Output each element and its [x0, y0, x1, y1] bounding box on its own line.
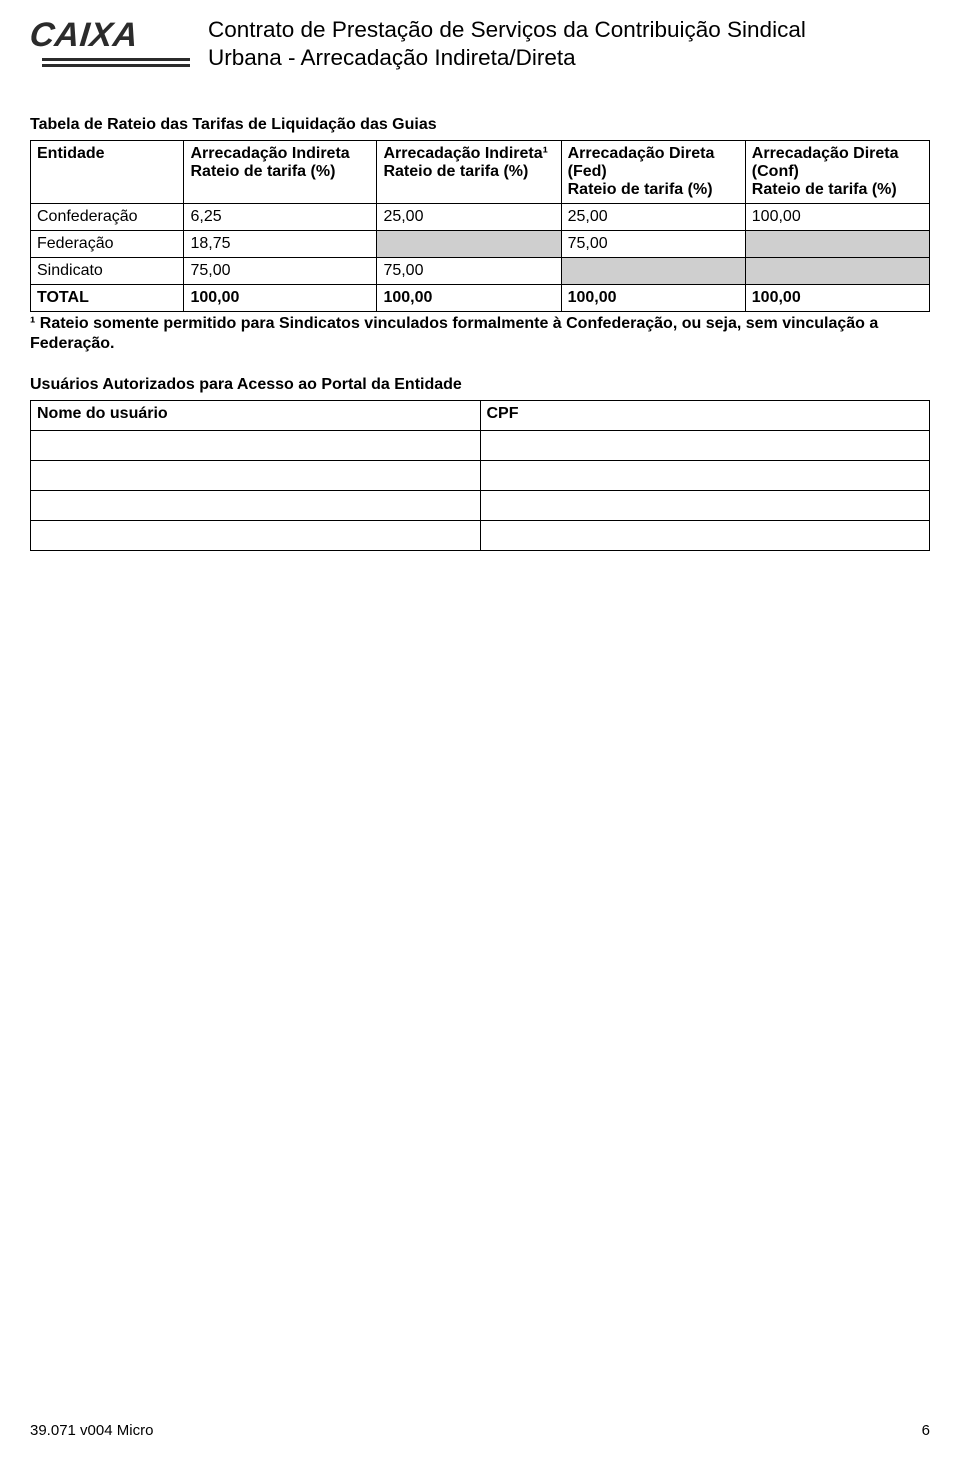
doc-title-line2: Urbana - Arrecadação Indireta/Direta	[208, 45, 576, 70]
table-cell: Federação	[31, 231, 184, 258]
table-cell: 100,00	[561, 285, 745, 312]
table-cell: 18,75	[184, 231, 377, 258]
table-cell: 100,00	[745, 204, 929, 231]
table-cell: 100,00	[745, 285, 929, 312]
rateio-col-header-4: Arrecadação Direta (Conf)Rateio de tarif…	[745, 141, 929, 204]
table-total-row: TOTAL100,00100,00100,00100,00	[31, 285, 930, 312]
table-cell: 100,00	[184, 285, 377, 312]
table-cell	[561, 258, 745, 285]
caixa-logo-text: CAIXA	[28, 16, 192, 52]
users-section-title: Usuários Autorizados para Acesso ao Port…	[30, 376, 930, 394]
table-row	[31, 461, 930, 491]
table-cell: Confederação	[31, 204, 184, 231]
table-cell	[31, 431, 481, 461]
rateio-col-header-4-l1: Arrecadação Direta (Conf)	[752, 145, 899, 180]
caixa-logo-bars	[42, 58, 190, 61]
rateio-col-header-3-l2: Rateio de tarifa (%)	[568, 181, 713, 198]
rateio-table-title: Tabela de Rateio das Tarifas de Liquidaç…	[30, 116, 930, 134]
rateio-footnote: ¹ Rateio somente permitido para Sindicat…	[30, 314, 930, 354]
rateio-col-header-2-l1: Arrecadação Indireta¹	[383, 145, 548, 162]
table-cell	[31, 521, 481, 551]
table-cell	[480, 491, 930, 521]
table-row: Confederação6,2525,0025,00100,00	[31, 204, 930, 231]
rateio-col-header-1-l2: Rateio de tarifa (%)	[190, 163, 335, 180]
table-row	[31, 521, 930, 551]
table-cell: Sindicato	[31, 258, 184, 285]
footer-page-number: 6	[922, 1422, 930, 1439]
rateio-col-header-1: Arrecadação IndiretaRateio de tarifa (%)	[184, 141, 377, 204]
table-cell: 75,00	[561, 231, 745, 258]
table-cell	[377, 231, 561, 258]
table-cell	[480, 461, 930, 491]
table-row	[31, 431, 930, 461]
table-cell	[31, 461, 481, 491]
rateio-col-header-3: Arrecadação Direta (Fed)Rateio de tarifa…	[561, 141, 745, 204]
table-cell	[745, 258, 929, 285]
table-cell: 75,00	[377, 258, 561, 285]
table-cell: 25,00	[561, 204, 745, 231]
table-row: Federação18,75 75,00	[31, 231, 930, 258]
table-row: Sindicato75,0075,00	[31, 258, 930, 285]
table-row	[31, 491, 930, 521]
page-footer: 39.071 v004 Micro 6	[30, 1422, 930, 1439]
rateio-col-header-2: Arrecadação Indireta¹Rateio de tarifa (%…	[377, 141, 561, 204]
rateio-col-header-0: Entidade	[31, 141, 184, 204]
document-header: CAIXA Contrato de Prestação de Serviços …	[30, 16, 930, 72]
rateio-col-header-0-l1: Entidade	[37, 145, 105, 162]
rateio-col-header-1-l1: Arrecadação Indireta	[190, 145, 349, 162]
table-cell: 6,25	[184, 204, 377, 231]
users-table: Nome do usuário CPF	[30, 400, 930, 551]
table-cell: TOTAL	[31, 285, 184, 312]
users-col-header-0: Nome do usuário	[31, 401, 481, 431]
rateio-col-header-4-l2: Rateio de tarifa (%)	[752, 181, 897, 198]
footer-left: 39.071 v004 Micro	[30, 1422, 153, 1439]
rateio-table: Entidade Arrecadação IndiretaRateio de t…	[30, 140, 930, 312]
table-cell	[480, 431, 930, 461]
document-title: Contrato de Prestação de Serviços da Con…	[208, 16, 930, 72]
users-col-header-1: CPF	[480, 401, 930, 431]
table-cell: 100,00	[377, 285, 561, 312]
rateio-col-header-2-l2: Rateio de tarifa (%)	[383, 163, 528, 180]
table-cell	[31, 491, 481, 521]
caixa-logo: CAIXA	[30, 16, 190, 61]
rateio-col-header-3-l1: Arrecadação Direta (Fed)	[568, 145, 715, 180]
table-cell	[480, 521, 930, 551]
table-cell	[745, 231, 929, 258]
table-cell: 75,00	[184, 258, 377, 285]
table-cell: 25,00	[377, 204, 561, 231]
doc-title-line1: Contrato de Prestação de Serviços da Con…	[208, 17, 806, 42]
